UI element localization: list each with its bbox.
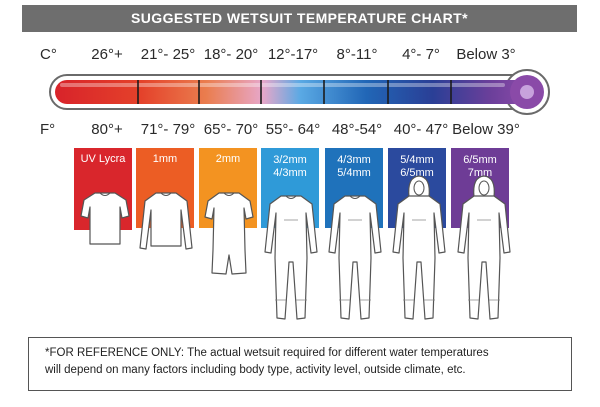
thickness-box-6: 5/4mm 6/5mm: [388, 148, 446, 228]
thickness-label: 4/3mm: [273, 167, 307, 179]
thickness-box-4: 3/2mm 4/3mm: [261, 148, 319, 228]
fahrenheit-range-4: 55°- 64°: [265, 121, 321, 138]
celsius-range-6: 4°- 7°: [402, 46, 440, 63]
fahrenheit-range-row: 80°+ 71°- 79° 65°- 70° 55°- 64° 48°-54° 40°- …: [0, 121, 600, 139]
celsius-range-5: 8°-11°: [336, 46, 378, 63]
thickness-label: 2mm: [215, 153, 241, 165]
celsius-range-4: 12°-17°: [267, 46, 319, 63]
chart-title: SUGGESTED WETSUIT TEMPERATURE CHART*: [22, 5, 577, 32]
thickness-label: 6/5mm: [400, 167, 434, 179]
fahrenheit-range-6: 40°- 47°: [393, 121, 449, 138]
thermometer-tube: [49, 69, 550, 115]
celsius-range-2: 21°- 25°: [140, 46, 196, 63]
thickness-label: 5/4mm: [400, 154, 434, 166]
fahrenheit-range-3: 65°- 70°: [203, 121, 259, 138]
celsius-range-row: 26°+ 21°- 25° 18°- 20° 12°-17° 8°-11° 4°- 7° B…: [0, 46, 600, 64]
thickness-box-3: 2mm: [199, 148, 257, 228]
thickness-box-5: 4/3mm 5/4mm: [325, 148, 383, 228]
thickness-label: 5/4mm: [337, 167, 371, 179]
reference-note: *FOR REFERENCE ONLY: The actual wetsuit …: [28, 337, 572, 391]
fahrenheit-range-2: 71°- 79°: [140, 121, 196, 138]
thickness-label: UV Lycra: [80, 153, 126, 165]
fahrenheit-range-7: Below 39°: [452, 121, 520, 138]
thickness-box-7: 6/5mm 7mm: [451, 148, 509, 228]
fahrenheit-unit-label: F°: [40, 121, 56, 138]
thickness-label: 6/5mm: [463, 154, 497, 166]
thermometer-tick-marks: [137, 80, 452, 104]
celsius-range-1: 26°+: [91, 46, 123, 63]
thickness-label: 4/3mm: [337, 154, 371, 166]
celsius-range-3: 18°- 20°: [203, 46, 259, 63]
thickness-label: 1mm: [152, 153, 178, 165]
thickness-label: 7mm: [467, 167, 493, 179]
thickness-label: 3/2mm: [273, 154, 307, 166]
fahrenheit-range-5: 48°-54°: [331, 121, 383, 138]
thermometer-graphic: [49, 69, 550, 115]
celsius-range-7: Below 3°: [456, 46, 516, 63]
thickness-box-2: 1mm: [136, 148, 194, 228]
reference-note-line-1: *FOR REFERENCE ONLY: The actual wetsuit …: [45, 347, 489, 359]
fahrenheit-range-1: 80°+: [91, 121, 123, 138]
thickness-box-1: UV Lycra: [74, 148, 132, 230]
celsius-unit-label: C°: [40, 46, 57, 63]
reference-note-line-2: will depend on many factors including bo…: [45, 364, 466, 376]
